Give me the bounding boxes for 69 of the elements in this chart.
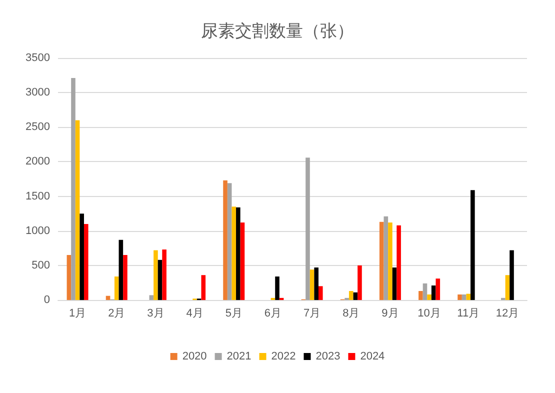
bar (118, 240, 124, 300)
bar (71, 78, 76, 300)
y-tick-label: 0 (44, 294, 50, 306)
bar (114, 276, 119, 300)
bar (227, 183, 232, 300)
bar (510, 250, 514, 300)
bar (353, 292, 358, 300)
bar (106, 296, 110, 300)
bar (240, 222, 245, 300)
bar (388, 222, 392, 300)
bar (158, 260, 162, 300)
x-tick-label: 5月 (225, 308, 242, 320)
bar (201, 275, 206, 300)
bar (66, 255, 72, 300)
x-tick-label: 6月 (264, 308, 282, 320)
x-tick-label: 7月 (303, 308, 321, 320)
bar (75, 120, 80, 300)
legend-label: 2020 (182, 350, 207, 362)
bar (318, 286, 323, 300)
bar (422, 283, 428, 300)
bar (80, 214, 84, 300)
bar (392, 268, 397, 300)
bar (466, 294, 471, 300)
x-tick-label: 3月 (147, 308, 164, 320)
bar (236, 207, 240, 300)
x-tick-label: 4月 (186, 308, 204, 320)
bar (306, 158, 310, 300)
bar (470, 190, 475, 300)
bar (275, 276, 280, 300)
x-tick-label: 10月 (418, 308, 441, 320)
bar (149, 295, 154, 300)
bar (418, 291, 423, 300)
x-tick-label: 8月 (342, 308, 360, 320)
legend-label: 2023 (316, 350, 340, 362)
chart-title: 尿素交割数量（张） (201, 22, 354, 42)
y-tick-label: 3000 (26, 86, 50, 99)
bar (396, 225, 401, 300)
legend-label: 2021 (226, 350, 252, 362)
bar (348, 291, 354, 300)
bar (431, 285, 436, 300)
bar (436, 278, 440, 300)
x-tick-label: 11月 (457, 308, 480, 320)
x-tick-label: 1月 (68, 308, 86, 320)
y-tick-label: 2000 (26, 156, 50, 168)
x-tick-label: 9月 (382, 308, 399, 320)
bar (427, 294, 432, 300)
legend-label: 2022 (271, 350, 296, 362)
y-tick-label: 2500 (26, 121, 50, 134)
x-tick-label: 12月 (496, 308, 520, 320)
bar (223, 180, 228, 300)
bar (310, 270, 314, 300)
bar (458, 294, 462, 300)
bar (384, 216, 388, 300)
y-tick-label: 3500 (26, 52, 50, 64)
bar (462, 294, 466, 300)
bar (358, 265, 362, 300)
bar (505, 275, 510, 300)
bar (123, 255, 128, 300)
bar (84, 224, 88, 300)
y-tick-label: 1500 (26, 190, 50, 202)
bar (379, 222, 384, 300)
legend-label: 2024 (360, 350, 385, 362)
y-tick-label: 500 (32, 259, 50, 272)
bar (154, 250, 158, 300)
y-tick-label: 1000 (26, 224, 50, 237)
bar (162, 250, 166, 300)
bar (314, 268, 318, 300)
x-tick-label: 2月 (108, 308, 126, 320)
bar (232, 206, 236, 300)
